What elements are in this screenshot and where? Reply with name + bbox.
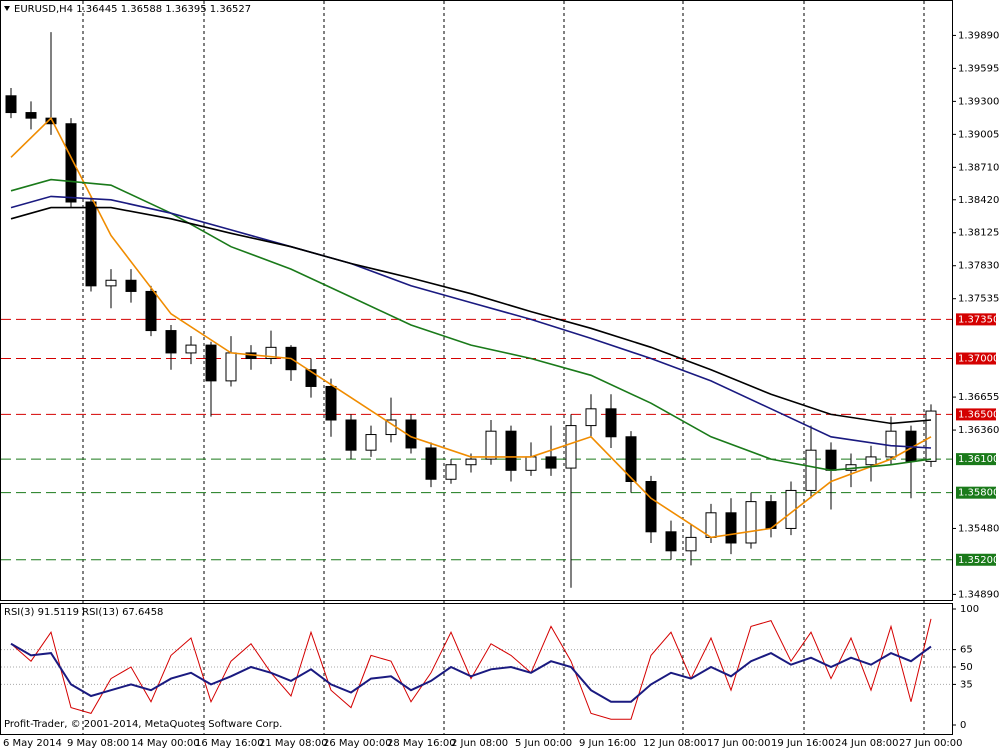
rsi-label: RSI(3) 91.5119 RSI(13) 67.6458 bbox=[4, 607, 163, 618]
x-tick-label: 28 May 16:00 bbox=[387, 738, 456, 749]
candle-body bbox=[465, 458, 477, 466]
level-tag bbox=[956, 553, 996, 566]
y-tick-label: 1.34890 bbox=[958, 589, 999, 600]
candle-body bbox=[125, 279, 137, 292]
moving-average bbox=[10, 116, 932, 539]
candle-body bbox=[885, 430, 897, 458]
y-tick-label: 1.38420 bbox=[958, 195, 999, 206]
candle-body bbox=[325, 385, 337, 421]
candle-body bbox=[265, 346, 277, 360]
candle-body bbox=[705, 512, 717, 538]
x-tick-label: 26 May 00:00 bbox=[323, 738, 392, 749]
y-tick-label: 1.39005 bbox=[958, 129, 999, 140]
level-tag bbox=[956, 453, 996, 466]
candle-body bbox=[365, 434, 377, 451]
x-tick-label: 24 Jun 08:00 bbox=[835, 738, 899, 749]
candle-body bbox=[665, 531, 677, 552]
candle-body bbox=[305, 369, 317, 387]
level-tag bbox=[956, 486, 996, 499]
main-panel bbox=[0, 0, 953, 601]
candle-body bbox=[5, 95, 17, 114]
rsi-tick-label: 100 bbox=[960, 604, 979, 615]
rsi-tick-label: 0 bbox=[960, 720, 966, 731]
x-tick-label: 19 Jun 16:00 bbox=[771, 738, 835, 749]
level-tag bbox=[956, 352, 996, 365]
candle-body bbox=[545, 456, 557, 469]
x-tick-label: 16 May 16:00 bbox=[195, 738, 264, 749]
level-label: 1.35800 bbox=[958, 488, 999, 499]
level-label: 1.36100 bbox=[958, 454, 999, 465]
level-tag bbox=[956, 313, 996, 326]
candle-body bbox=[505, 430, 517, 471]
rsi-tick-label: 50 bbox=[960, 662, 973, 673]
date-separators bbox=[82, 1, 925, 735]
candle-body bbox=[65, 123, 77, 203]
symbol-marker bbox=[4, 6, 10, 11]
candle-body bbox=[105, 279, 117, 287]
candle-body bbox=[425, 447, 437, 480]
moving-average bbox=[10, 178, 932, 472]
candle-body bbox=[345, 419, 357, 451]
candle-body bbox=[205, 344, 217, 382]
x-tick-label: 5 Jun 00:00 bbox=[515, 738, 572, 749]
y-tick-label: 1.37535 bbox=[958, 294, 999, 305]
candle-body bbox=[745, 501, 757, 544]
candle-body bbox=[25, 112, 37, 119]
candle-body bbox=[645, 480, 657, 533]
x-tick-label: 12 Jun 08:00 bbox=[643, 738, 707, 749]
footer: Profit-Trader, © 2001-2014, MetaQuotes S… bbox=[4, 719, 282, 730]
y-tick-label: 1.39890 bbox=[958, 30, 999, 41]
level-label: 1.37350 bbox=[958, 314, 999, 325]
x-tick-label: 9 Jun 16:00 bbox=[579, 738, 636, 749]
x-tick-label: 9 May 08:00 bbox=[67, 738, 129, 749]
candle-body bbox=[165, 330, 177, 354]
candle-body bbox=[825, 449, 837, 471]
rsi-line bbox=[10, 642, 932, 703]
y-tick-label: 1.38125 bbox=[958, 228, 999, 239]
x-tick-label: 17 Jun 00:00 bbox=[707, 738, 771, 749]
y-tick-label: 1.37830 bbox=[958, 261, 999, 272]
moving-average bbox=[10, 195, 932, 449]
y-tick-label: 1.36360 bbox=[958, 425, 999, 436]
moving-average bbox=[10, 206, 932, 425]
y-tick-label: 1.35480 bbox=[958, 523, 999, 534]
candle-body bbox=[625, 436, 637, 482]
y-tick-label: 1.39595 bbox=[958, 63, 999, 74]
candle-body bbox=[565, 425, 577, 469]
candle-body bbox=[145, 290, 157, 332]
chart-title: EURUSD,H4 1.36445 1.36588 1.36395 1.3652… bbox=[14, 4, 251, 15]
candle-body bbox=[585, 408, 597, 427]
candle-body bbox=[485, 430, 497, 460]
candle-body bbox=[525, 456, 537, 471]
x-tick-label: 21 May 08:00 bbox=[259, 738, 328, 749]
rsi-tick-label: 65 bbox=[960, 645, 973, 656]
x-tick-label: 27 Jun 00:00 bbox=[899, 738, 963, 749]
candle-body bbox=[725, 512, 737, 544]
y-tick-label: 1.39300 bbox=[958, 96, 999, 107]
y-tick-label: 1.38710 bbox=[958, 162, 999, 173]
candle-body bbox=[765, 501, 777, 529]
level-label: 1.35200 bbox=[958, 555, 999, 566]
x-tick-label: 6 May 2014 bbox=[3, 738, 62, 749]
level-label: 1.36500 bbox=[958, 409, 999, 420]
x-tick-label: 2 Jun 08:00 bbox=[451, 738, 508, 749]
candle-body bbox=[185, 344, 197, 354]
level-tag bbox=[956, 408, 996, 421]
candle-body bbox=[865, 456, 877, 466]
candle-body bbox=[85, 201, 97, 287]
rsi-line bbox=[10, 618, 932, 720]
x-tick-label: 14 May 00:00 bbox=[131, 738, 200, 749]
candle-body bbox=[925, 410, 937, 462]
candle-body bbox=[445, 464, 457, 480]
y-tick-label: 1.36655 bbox=[958, 392, 999, 403]
candle-body bbox=[225, 352, 237, 382]
rsi-tick-label: 35 bbox=[960, 679, 973, 690]
candle-body bbox=[685, 536, 697, 552]
candle-body bbox=[605, 408, 617, 438]
level-label: 1.37000 bbox=[958, 354, 999, 365]
candle-body bbox=[805, 449, 817, 491]
